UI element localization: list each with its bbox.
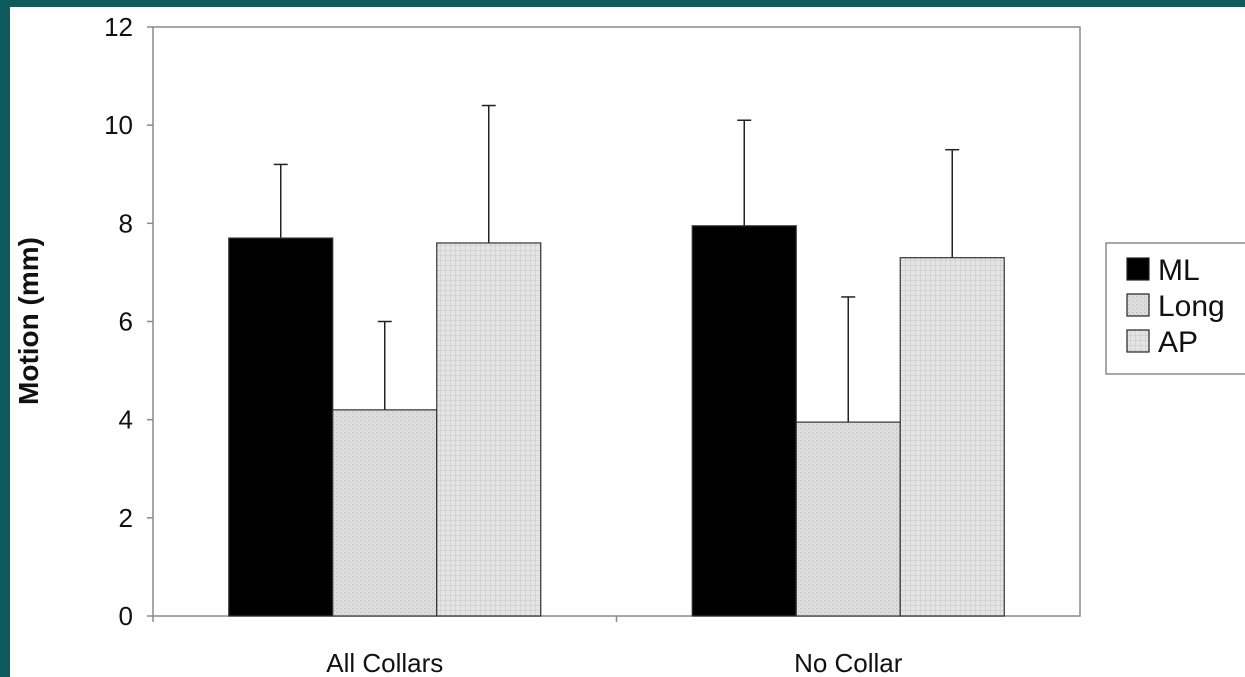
x-tick-label: All Collars <box>326 648 443 677</box>
y-tick-label: 4 <box>119 405 133 435</box>
y-tick-label: 2 <box>119 503 133 533</box>
y-tick-label: 12 <box>104 12 133 42</box>
y-tick-label: 6 <box>119 307 133 337</box>
x-axis: All Collars No Collar <box>153 616 903 677</box>
bar-long <box>796 422 900 616</box>
legend-label-long: Long <box>1158 290 1225 323</box>
y-axis: 0 2 4 6 8 10 12 <box>104 12 153 631</box>
bar-ml <box>229 238 333 616</box>
bars-group <box>229 106 1005 616</box>
legend-swatch-long <box>1127 294 1149 316</box>
legend-swatch-ap <box>1127 330 1149 352</box>
legend-label-ap: AP <box>1158 326 1198 359</box>
y-axis-label: Motion (mm) <box>13 237 44 405</box>
bar-ml <box>692 226 796 616</box>
x-tick-label: No Collar <box>794 648 903 677</box>
bar-long <box>333 410 437 616</box>
bar-ap <box>437 243 541 616</box>
legend-swatch-ml <box>1127 258 1149 280</box>
y-tick-label: 0 <box>119 601 133 631</box>
y-tick-label: 8 <box>119 208 133 238</box>
y-tick-label: 10 <box>104 110 133 140</box>
bar-ap <box>900 258 1004 616</box>
legend-label-ml: ML <box>1158 254 1200 287</box>
